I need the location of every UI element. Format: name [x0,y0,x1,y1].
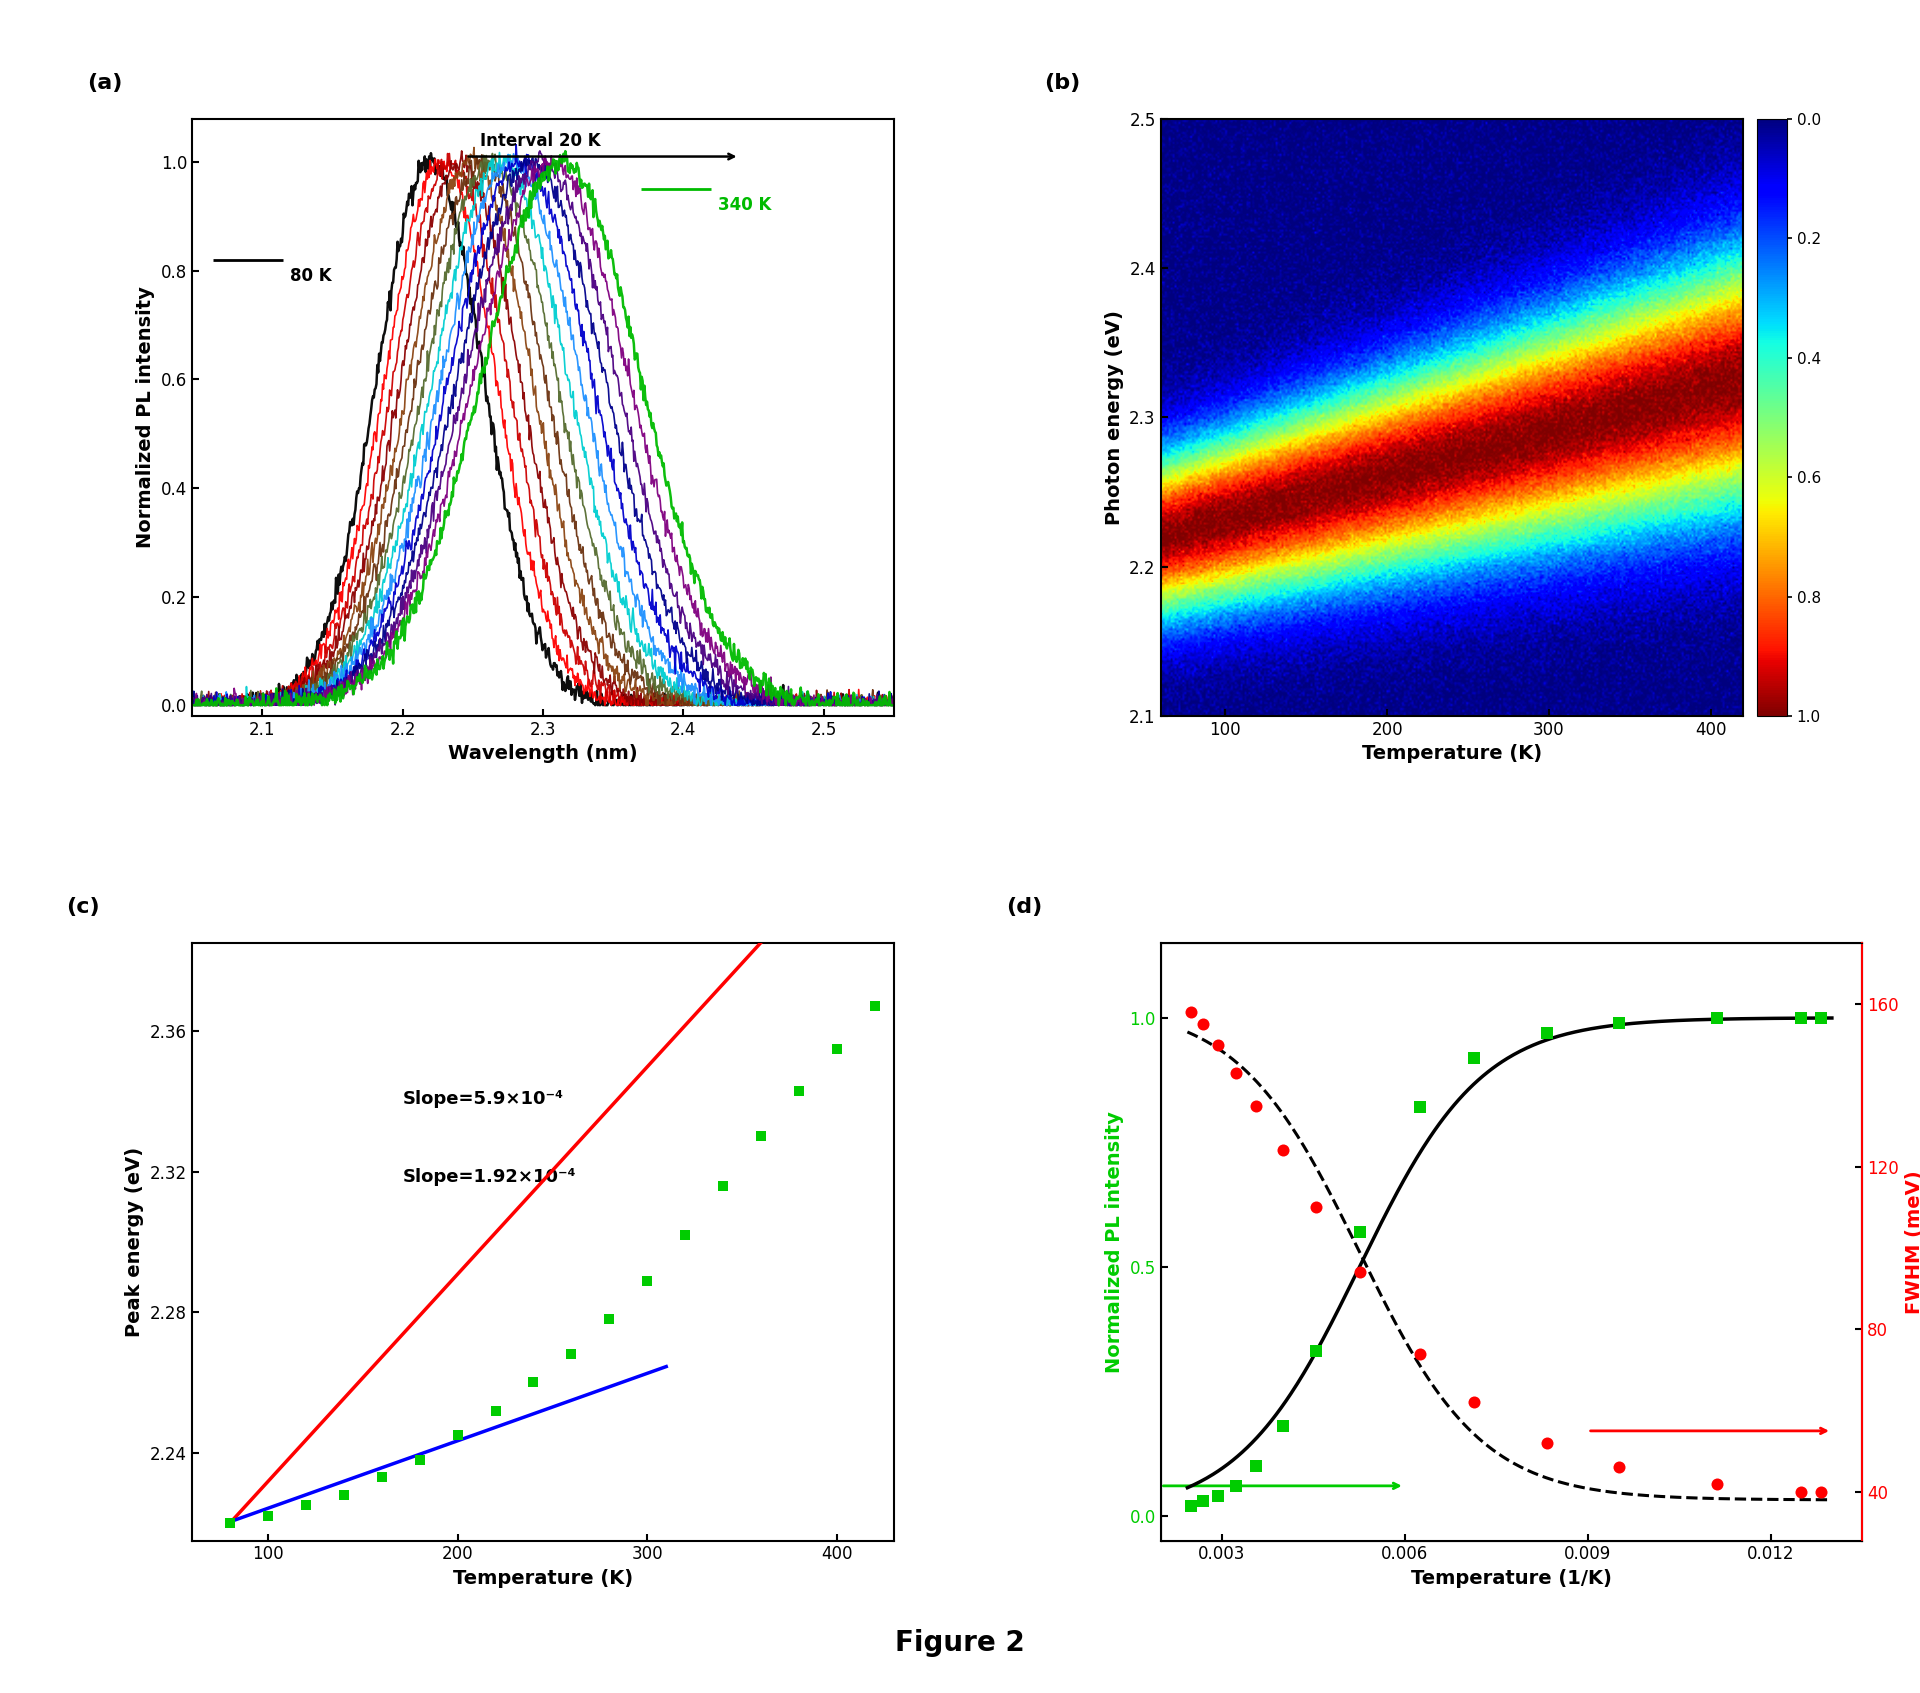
Point [405,1446,436,1473]
Point [1221,1473,1252,1500]
Point [1267,1412,1298,1439]
Point [1805,1478,1836,1505]
Point [442,1422,472,1449]
Point [1188,1011,1219,1038]
Point [518,1370,549,1397]
Point [1175,1492,1206,1519]
Point [1405,1094,1436,1121]
Point [783,1077,814,1104]
Point [253,1502,284,1529]
Y-axis label: Normalized PL intensity: Normalized PL intensity [1104,1111,1123,1373]
Point [593,1305,624,1332]
X-axis label: Temperature (1/K): Temperature (1/K) [1411,1569,1613,1588]
Point [1344,1219,1375,1246]
Text: Slope=1.92×10⁻⁴: Slope=1.92×10⁻⁴ [403,1168,576,1187]
Point [480,1397,511,1424]
Point [1405,1341,1436,1368]
Text: 340 K: 340 K [718,196,772,215]
Point [1786,1478,1816,1505]
Y-axis label: Peak energy (eV): Peak energy (eV) [125,1146,144,1337]
Text: 80 K: 80 K [290,267,332,284]
Point [1805,1004,1836,1031]
Text: (c): (c) [65,897,100,918]
Point [1786,1004,1816,1031]
Text: Figure 2: Figure 2 [895,1629,1025,1657]
Text: (a): (a) [86,73,123,93]
Point [1532,1429,1563,1456]
Point [822,1034,852,1062]
Point [1459,1045,1490,1072]
Point [1603,1009,1634,1036]
Point [1701,1004,1732,1031]
Point [1603,1454,1634,1481]
Point [708,1172,739,1199]
Y-axis label: FWHM (meV): FWHM (meV) [1905,1170,1920,1314]
Point [215,1510,246,1537]
X-axis label: Wavelength (nm): Wavelength (nm) [447,745,637,764]
Point [1202,1483,1233,1510]
Point [1267,1138,1298,1165]
Point [1302,1337,1332,1365]
Point [1175,999,1206,1026]
X-axis label: Temperature (K): Temperature (K) [453,1569,634,1588]
Point [1344,1260,1375,1287]
Point [557,1341,588,1368]
Point [367,1464,397,1492]
Text: Slope=5.9×10⁻⁴: Slope=5.9×10⁻⁴ [403,1090,564,1109]
X-axis label: Temperature (K): Temperature (K) [1361,745,1542,764]
Text: Interval 20 K: Interval 20 K [480,132,601,149]
Point [328,1481,359,1508]
Point [1302,1194,1332,1221]
Point [1532,1019,1563,1046]
Point [860,992,891,1019]
Y-axis label: Photon energy (eV): Photon energy (eV) [1104,310,1123,525]
Point [1240,1092,1271,1119]
Point [290,1492,321,1519]
Point [632,1266,662,1293]
Point [1701,1470,1732,1497]
Point [745,1122,776,1150]
Point [670,1221,701,1248]
Text: (b): (b) [1044,73,1081,93]
Point [1202,1031,1233,1058]
Point [1459,1388,1490,1415]
Text: (d): (d) [1006,897,1043,918]
Point [1240,1453,1271,1480]
Y-axis label: Normalized PL intensity: Normalized PL intensity [136,286,156,549]
Point [1188,1486,1219,1514]
Point [1221,1060,1252,1087]
